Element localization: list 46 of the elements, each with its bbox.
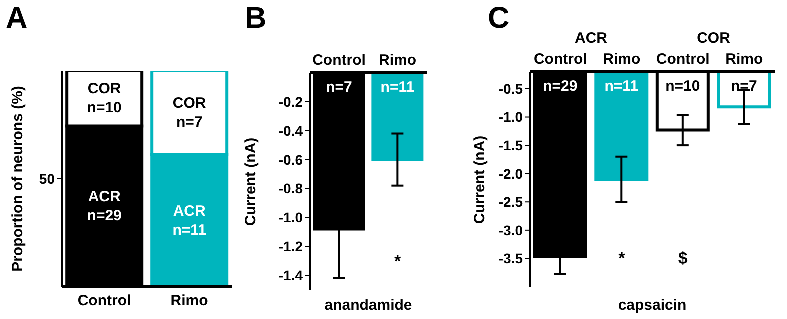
y-tick-label: -3.5 <box>498 250 524 267</box>
x-tick-label: Rimo <box>726 51 764 68</box>
annotation: ACR n=29 <box>87 188 122 225</box>
annotation: * <box>618 249 626 269</box>
y-tick-label: -2.0 <box>498 166 524 182</box>
annotation: n=11 <box>380 78 415 96</box>
chart-title: B <box>245 2 267 36</box>
y-tick-label: -0.2 <box>278 94 304 110</box>
x-tick-label: Rimo <box>379 52 416 69</box>
x-tick-label: Rimo <box>170 292 208 310</box>
x-tick-label: Control <box>534 51 588 68</box>
annotation: ACR n=11 <box>172 202 206 239</box>
y-axis-title: Proportion of neurons (%) <box>10 86 26 272</box>
annotation: n=7 <box>326 78 352 96</box>
y-axis-title: Current (nA) <box>472 135 488 224</box>
y-axis-title: Current (nA) <box>242 137 260 226</box>
x-tick-label: Control <box>312 52 366 69</box>
annotation: n=7 <box>731 78 758 95</box>
y-tick-label: -2.5 <box>498 194 524 210</box>
y-tick-label: -0.8 <box>278 180 304 197</box>
annotation: n=11 <box>604 78 639 95</box>
text: ACR <box>574 30 608 47</box>
x-tick-label: Control <box>656 51 710 68</box>
annotation: COR n=10 <box>87 80 122 117</box>
x-axis-title: capsaicin <box>617 297 688 314</box>
annotation: n=10 <box>666 78 700 95</box>
x-axis-title: anandamide <box>324 297 414 314</box>
y-tick-label: -0.4 <box>278 122 304 139</box>
annotation: $ <box>677 249 689 269</box>
y-tick-label: -1.0 <box>498 109 524 126</box>
annotation: * <box>393 252 402 272</box>
annotation: n=29 <box>543 78 578 95</box>
annotation: COR n=7 <box>172 94 206 131</box>
y-tick-label: -1.2 <box>278 238 304 255</box>
y-tick-label: -0.5 <box>498 80 524 97</box>
x-tick-label: Control <box>78 292 132 310</box>
y-tick-label: -1.4 <box>278 268 304 284</box>
text: COR <box>696 30 732 47</box>
chart-title: C <box>488 2 510 36</box>
y-tick-label: -1.0 <box>278 210 304 226</box>
x-tick-label: Rimo <box>603 51 641 68</box>
y-tick-label: -1.5 <box>498 138 524 154</box>
y-tick-label: -3.0 <box>498 222 524 238</box>
chart-title: A <box>6 2 28 36</box>
y-tick-label: -0.6 <box>278 152 304 168</box>
y-tick-label: 50 <box>39 170 56 187</box>
